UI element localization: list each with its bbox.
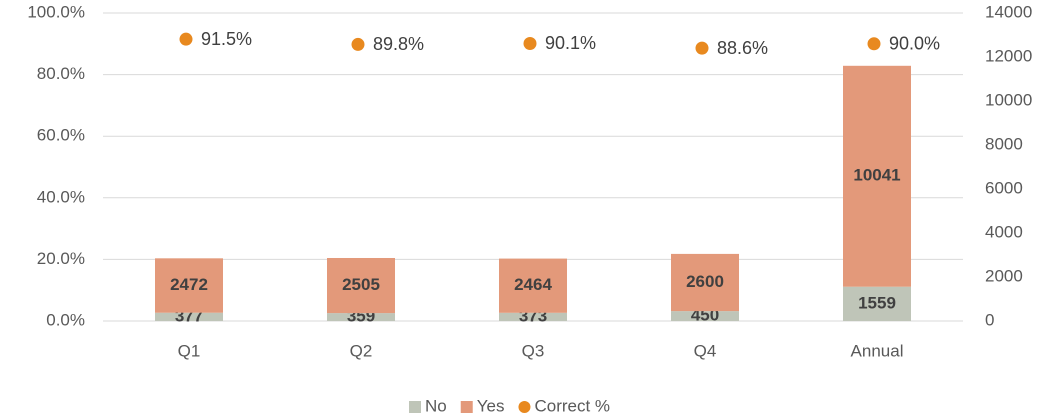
bar <box>499 312 567 321</box>
point <box>351 37 365 51</box>
x-tick-label: Q3 <box>522 341 545 360</box>
point <box>867 37 881 51</box>
legend-swatch <box>409 401 421 413</box>
point-label: 88.6% <box>717 38 768 58</box>
y2-tick-label: 14000 <box>985 2 1032 21</box>
bar <box>843 286 911 321</box>
x-tick-label: Q1 <box>178 341 201 360</box>
bar <box>671 253 739 312</box>
legend-swatch <box>518 401 531 413</box>
y-tick-label: 0.0% <box>46 310 85 329</box>
x-tick-label: Annual <box>851 341 904 360</box>
point-label: 91.5% <box>201 29 252 49</box>
y2-tick-label: 12000 <box>985 46 1032 65</box>
legend-label: No <box>425 396 447 415</box>
bar-label: 2600 <box>686 272 724 291</box>
bar <box>327 313 395 321</box>
bar <box>671 311 739 321</box>
bar-label: 2464 <box>514 275 552 294</box>
legend-swatch <box>460 401 473 413</box>
y2-tick-label: 10000 <box>985 90 1032 109</box>
bar <box>155 258 223 313</box>
y-tick-label: 40.0% <box>37 187 85 206</box>
bar <box>499 258 567 313</box>
bar <box>327 257 395 314</box>
bar-label: 1559 <box>858 293 896 312</box>
point-label: 90.1% <box>545 33 596 53</box>
point-label: 90.0% <box>889 34 940 54</box>
y-tick-label: 100.0% <box>27 2 85 21</box>
y2-tick-label: 2000 <box>985 266 1023 285</box>
bar-label: 2505 <box>342 275 380 294</box>
bar-label: 2472 <box>170 275 208 294</box>
point-label: 89.8% <box>373 34 424 54</box>
y-tick-label: 60.0% <box>37 126 85 145</box>
y2-tick-label: 4000 <box>985 222 1023 241</box>
bar <box>843 65 911 287</box>
legend-label: Correct % <box>534 396 610 415</box>
y-tick-label: 80.0% <box>37 64 85 83</box>
point <box>179 32 193 46</box>
y2-tick-label: 0 <box>985 310 994 329</box>
point <box>523 36 537 50</box>
y2-tick-label: 8000 <box>985 134 1023 153</box>
bar <box>155 312 223 321</box>
y2-tick-label: 6000 <box>985 178 1023 197</box>
x-tick-label: Q4 <box>694 341 717 360</box>
legend-label: Yes <box>477 396 505 415</box>
point <box>695 41 709 55</box>
y-tick-label: 20.0% <box>37 249 85 268</box>
x-tick-label: Q2 <box>350 341 373 360</box>
bar-label: 10041 <box>853 166 900 185</box>
